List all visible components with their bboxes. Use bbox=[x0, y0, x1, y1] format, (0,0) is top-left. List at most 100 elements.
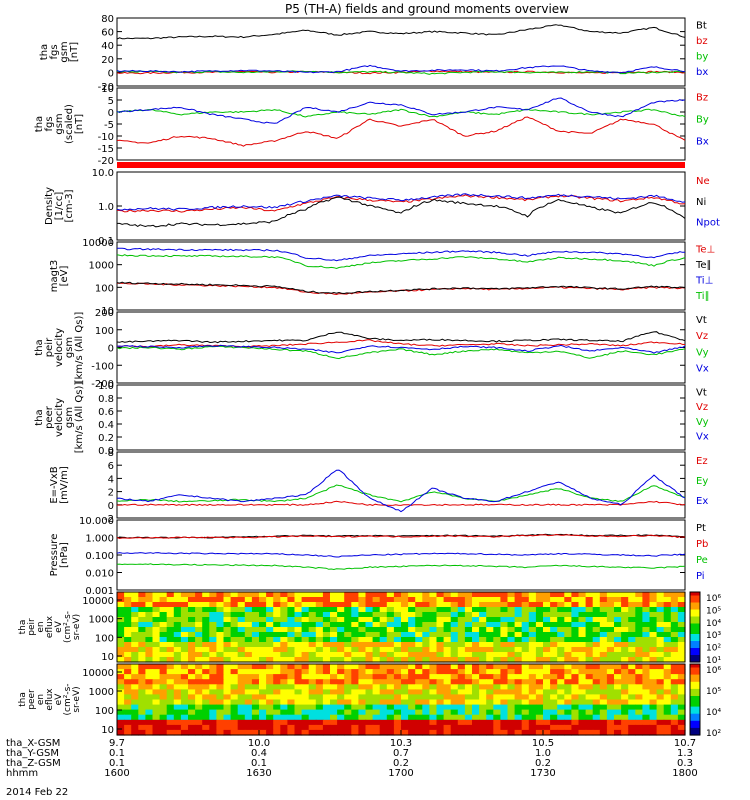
spectrogram-cell bbox=[429, 669, 438, 675]
spectrogram-cell bbox=[159, 669, 168, 675]
spectrogram-cell bbox=[670, 709, 679, 716]
spectrogram-cell bbox=[479, 652, 487, 658]
spectrogram-cell bbox=[415, 622, 423, 628]
spectrogram-cell bbox=[621, 617, 629, 623]
spectrogram-cell bbox=[408, 699, 416, 706]
spectrogram-cell bbox=[479, 679, 487, 685]
spectrogram-cell bbox=[188, 709, 196, 716]
spectrogram-cell bbox=[535, 699, 544, 706]
spectrogram-cell bbox=[479, 699, 487, 706]
spectrogram-cell bbox=[315, 674, 324, 680]
y-axis-label: sr-eV) bbox=[72, 614, 82, 640]
spectrogram-cell bbox=[216, 664, 225, 670]
spectrogram-cell bbox=[379, 617, 388, 623]
y-tick-label: 0 bbox=[108, 68, 114, 79]
spectrogram-cell bbox=[259, 602, 267, 608]
spectrogram-cell bbox=[535, 602, 544, 608]
spectrogram-cell bbox=[521, 657, 530, 663]
spectrogram-cell bbox=[599, 597, 608, 603]
spectrogram-cell bbox=[372, 607, 381, 613]
spectrogram-cell bbox=[628, 699, 636, 706]
spectrogram-cell bbox=[188, 607, 196, 613]
spectrogram-cell bbox=[188, 669, 196, 675]
spectrogram-cell bbox=[223, 652, 232, 658]
spectrogram-cell bbox=[408, 652, 416, 658]
spectrogram-cell bbox=[195, 674, 203, 680]
spectrogram-cell bbox=[670, 724, 679, 731]
spectrogram-cell bbox=[145, 699, 154, 706]
spectrogram-cell bbox=[564, 617, 572, 623]
spectrogram-cell bbox=[642, 724, 651, 731]
x-tick-label: 0.3 bbox=[677, 758, 693, 769]
spectrogram-cell bbox=[528, 622, 537, 628]
spectrogram-cell bbox=[450, 637, 459, 643]
colorbar-segment bbox=[690, 606, 700, 611]
spectrogram-cell bbox=[557, 647, 565, 653]
spectrogram-cell bbox=[280, 699, 288, 706]
spectrogram-cell bbox=[244, 597, 253, 603]
spectrogram-cell bbox=[550, 704, 558, 711]
spectrogram-cell bbox=[131, 674, 139, 680]
spectrogram-cell bbox=[521, 699, 530, 706]
spectrogram-cell bbox=[280, 647, 288, 653]
spectrogram-cell bbox=[393, 714, 402, 721]
spectrogram-cell bbox=[138, 679, 146, 685]
spectrogram-cell bbox=[259, 627, 267, 633]
spectrogram-cell bbox=[202, 724, 210, 731]
y-axis-label: en bbox=[36, 694, 46, 705]
spectrogram-cell bbox=[677, 694, 686, 701]
spectrogram-cell bbox=[585, 647, 594, 653]
spectrogram-cell bbox=[330, 714, 338, 721]
spectrogram-cell bbox=[535, 729, 544, 736]
spectrogram-cell bbox=[429, 674, 438, 680]
colorbar-label: 10⁴ bbox=[706, 619, 721, 629]
spectrogram-cell bbox=[500, 679, 509, 685]
spectrogram-cell bbox=[585, 627, 594, 633]
spectrogram-cell bbox=[173, 679, 182, 685]
spectrogram-cell bbox=[344, 664, 352, 670]
spectrogram-cell bbox=[280, 684, 288, 690]
spectrogram-cell bbox=[486, 694, 494, 701]
spectrogram-cell bbox=[180, 607, 189, 613]
spectrogram-cell bbox=[557, 674, 565, 680]
spectrogram-cell bbox=[351, 674, 359, 680]
spectrogram-cell bbox=[543, 657, 551, 663]
spectrogram-cell bbox=[635, 657, 643, 663]
spectrogram-cell bbox=[514, 729, 523, 736]
spectrogram-cell bbox=[386, 714, 395, 721]
spectrogram-cell bbox=[606, 647, 615, 653]
spectrogram-cell bbox=[628, 714, 636, 721]
spectrogram-cell bbox=[614, 597, 622, 603]
spectrogram-cell bbox=[535, 689, 544, 696]
spectrogram-cell bbox=[202, 714, 210, 721]
spectrogram-cell bbox=[457, 602, 466, 608]
spectrogram-cell bbox=[436, 652, 445, 658]
spectrogram-cell bbox=[472, 627, 480, 633]
spectrogram-cell bbox=[436, 647, 445, 653]
spectrogram-cell bbox=[571, 632, 580, 638]
spectrogram-cell bbox=[216, 597, 225, 603]
spectrogram-cell bbox=[287, 657, 296, 663]
spectrogram-cell bbox=[628, 622, 636, 628]
spectrogram-cell bbox=[464, 612, 473, 618]
spectrogram-cell bbox=[564, 729, 572, 736]
spectrogram-cell bbox=[280, 592, 288, 598]
spectrogram-cell bbox=[635, 709, 643, 716]
spectrogram-cell bbox=[606, 652, 615, 658]
spectrogram-cell bbox=[557, 664, 565, 670]
spectrogram-cell bbox=[415, 729, 423, 736]
spectrogram-cell bbox=[514, 597, 523, 603]
spectrogram-cell bbox=[500, 724, 509, 731]
spectrogram-cell bbox=[287, 647, 296, 653]
spectrogram-cell bbox=[621, 714, 629, 721]
spectrogram-cell bbox=[230, 602, 239, 608]
spectrogram-cell bbox=[472, 724, 480, 731]
spectrogram-cell bbox=[507, 627, 516, 633]
spectrogram-cell bbox=[507, 602, 516, 608]
spectrogram-cell bbox=[180, 719, 189, 726]
spectrogram-cell bbox=[550, 602, 558, 608]
spectrogram-cell bbox=[145, 607, 154, 613]
colorbar-segment bbox=[690, 696, 700, 701]
spectrogram-cell bbox=[500, 694, 509, 701]
